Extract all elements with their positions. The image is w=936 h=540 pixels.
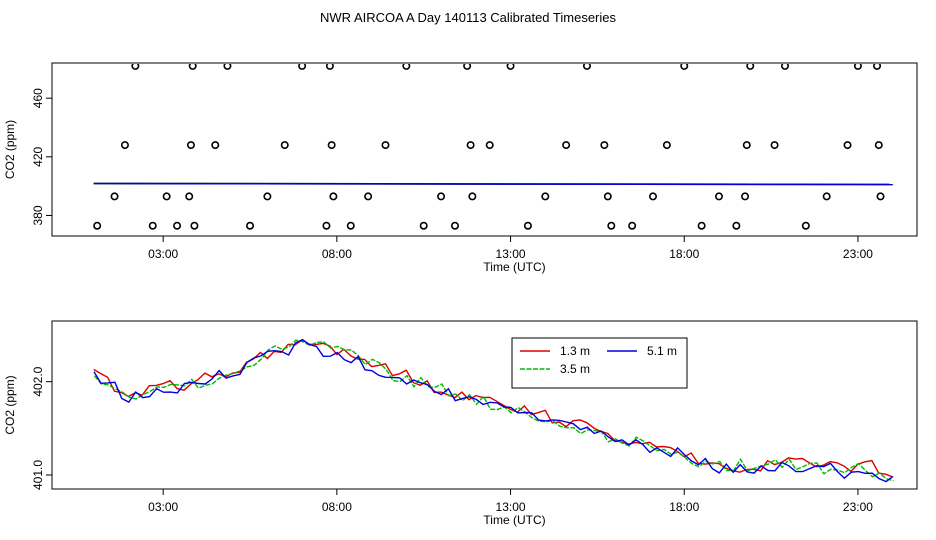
figure-title: NWR AIRCOA A Day 140113 Calibrated Times… [320,10,616,25]
data-point [741,192,750,201]
x-tick-label: 13:00 [496,500,526,514]
data-point [329,192,338,201]
legend-box [511,337,688,389]
data-point [364,192,373,201]
series-line-1-3-m [93,338,893,478]
data-point [876,192,885,201]
data-point [110,192,119,201]
data-point [874,141,883,150]
data-point [327,141,336,150]
data-point [600,141,609,150]
data-point [186,141,195,150]
x-tick-label: 13:00 [496,247,526,261]
data-point [801,221,810,230]
y-tick-label: 420 [31,146,45,166]
plot-area [93,64,893,230]
data-point [381,141,390,150]
data-point [697,221,706,230]
data-point [541,192,550,201]
x-axis-label: Time (UTC) [483,513,545,527]
data-point [742,141,751,150]
series-line-5-1-m [93,338,894,483]
data-point [746,64,755,70]
data-point [263,192,272,201]
plot-frame [51,62,918,237]
data-point [419,221,428,230]
data-point [93,221,102,230]
data-point [780,64,789,70]
legend-label: 3.5 m [560,362,590,376]
data-point [714,192,723,201]
x-tick-label: 18:00 [669,500,699,514]
data-point [506,64,515,70]
x-tick-label: 08:00 [322,500,352,514]
y-tick-label: 460 [31,88,45,108]
data-point [185,192,194,201]
data-point [131,64,140,70]
legend: 1.3 m 3.5 m 5.1 m [511,337,688,389]
data-point [173,221,182,230]
data-point [437,192,446,201]
y-axis-label: CO2 (ppm) [3,120,17,179]
y-tick-label: 380 [31,205,45,225]
series-line-3-5-m [93,339,894,482]
data-point [280,141,289,150]
data-point [853,64,862,70]
y-tick-label: 402.0 [31,366,45,396]
data-point [246,221,255,230]
data-point [523,221,532,230]
data-point [468,192,477,201]
data-point [680,64,689,70]
x-tick-label: 03:00 [148,247,178,261]
data-point [463,64,472,70]
data-point [770,141,779,150]
y-tick-label: 401.0 [31,460,45,490]
data-point [603,192,612,201]
x-tick-label: 03:00 [148,500,178,514]
legend-label: 1.3 m [560,344,590,358]
data-point [346,221,355,230]
data-point [120,141,129,150]
data-point [485,141,494,150]
data-point [223,64,232,70]
data-point [607,221,616,230]
data-point [466,141,475,150]
top-panel: 03:00 08:00 13:00 18:00 23:00 380 420 460 Time (… [3,62,918,274]
data-point [211,141,220,150]
plot-frame [51,320,918,490]
plot-area [93,338,894,483]
data-point [822,192,831,201]
x-tick-label: 18:00 [669,247,699,261]
data-point [450,221,459,230]
y-axis-label: CO2 (ppm) [3,375,17,434]
data-point [582,64,591,70]
data-point [298,64,307,70]
legend-label: 5.1 m [647,344,677,358]
data-point [843,141,852,150]
data-point [188,64,197,70]
data-point [148,221,157,230]
data-point [628,221,637,230]
data-point [325,64,334,70]
data-point [402,64,411,70]
data-point [162,192,171,201]
data-point [648,192,657,201]
data-point [732,221,741,230]
x-tick-label: 08:00 [322,247,352,261]
data-point [662,141,671,150]
x-tick-label: 23:00 [843,247,873,261]
data-point [873,64,882,70]
x-tick-label: 23:00 [843,500,873,514]
x-axis-label: Time (UTC) [483,260,545,274]
data-point [190,221,199,230]
data-point [322,221,331,230]
data-point [562,141,571,150]
bottom-panel: 03:00 08:00 13:00 18:00 23:00 401.0 402.0 Time … [3,320,918,527]
series-line-5-1-m [93,182,893,186]
